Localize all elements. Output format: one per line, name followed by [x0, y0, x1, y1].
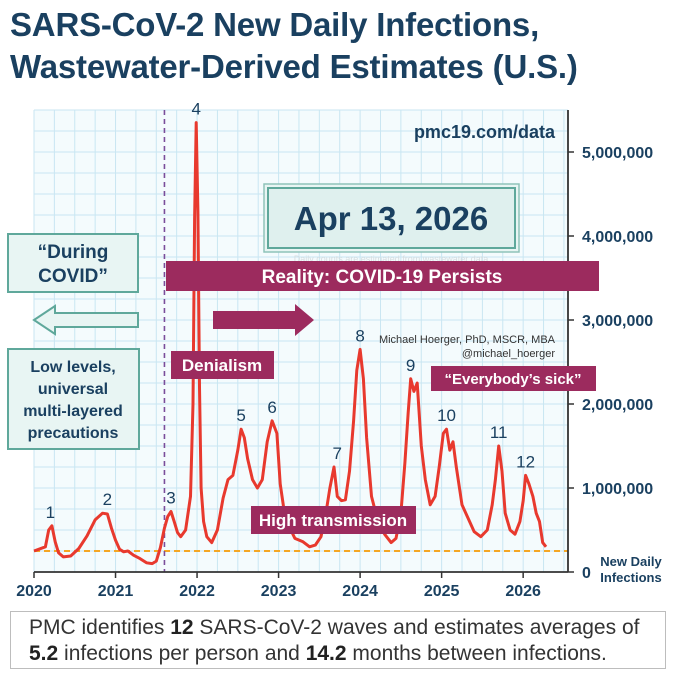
everybody-sick-tag — [431, 366, 596, 391]
x-tick-label: 2022 — [179, 583, 215, 600]
y-tick-label: 0 — [582, 565, 591, 582]
low-levels-line2: universal — [38, 381, 108, 398]
x-tick-label: 2023 — [261, 583, 297, 600]
peak-label: 2 — [103, 490, 112, 509]
author-name: Michael Hoerger, PhD, MSCR, MBA — [379, 334, 556, 346]
denialism-text: Denialism — [182, 356, 262, 375]
chart-title: SARS-CoV-2 New Daily Infections, Wastewa… — [10, 4, 680, 88]
footer-waves: 12 — [170, 616, 194, 639]
high-transmission-tag — [251, 506, 416, 534]
footer-text-2: SARS-CoV-2 waves and estimates averages … — [193, 616, 640, 639]
right-arrow-icon — [213, 304, 314, 336]
during-covid-line2: COVID” — [38, 266, 108, 287]
low-levels-line4: precautions — [28, 425, 119, 442]
left-arrow-icon — [32, 304, 139, 336]
y-tick-label: 4,000,000 — [582, 229, 653, 246]
y-axis-label-line2: Infections — [600, 570, 661, 585]
low-levels-line3: multi-layered — [23, 403, 123, 420]
during-covid-line1: “During — [38, 242, 109, 263]
title-line-1: SARS-CoV-2 New Daily Infections, — [10, 6, 540, 43]
y-tick-label: 1,000,000 — [582, 481, 653, 498]
y-tick-label: 2,000,000 — [582, 397, 653, 414]
peak-label: 9 — [406, 356, 415, 375]
peak-label: 6 — [267, 398, 276, 417]
date-text: Apr 13, 2026 — [294, 200, 488, 237]
denialism-tag — [171, 351, 274, 379]
y-tick-label: 5,000,000 — [582, 145, 653, 162]
high-transmission-text: High transmission — [259, 511, 407, 530]
footer-months: 14.2 — [305, 642, 347, 665]
date-box: Apr 13, 2026 — [263, 183, 520, 253]
x-tick-label: 2026 — [505, 583, 541, 600]
faint-note: Daily counts are estimated from wastewat… — [294, 254, 489, 264]
footer-infections: 5.2 — [29, 642, 59, 665]
x-tick-label: 2024 — [342, 583, 378, 600]
peak-label: 5 — [236, 406, 245, 425]
during-covid-box: “During COVID” — [7, 233, 139, 293]
peak-label: 10 — [437, 406, 456, 425]
x-axis-ticks: 2020 2021 2022 2023 2024 2025 2026 — [16, 572, 541, 600]
y-axis-label-line1: New Daily — [600, 554, 662, 569]
peak-label: 4 — [192, 100, 201, 119]
low-levels-line1: Low levels, — [30, 359, 115, 376]
reality-banner — [166, 261, 599, 291]
footer-text-1: PMC identifies — [29, 616, 171, 639]
peak-label: 7 — [333, 444, 342, 463]
y-tick-label: 3,000,000 — [582, 313, 653, 330]
footer-text-3: infections per person and — [58, 642, 306, 665]
peak-label: 11 — [490, 423, 508, 442]
x-tick-label: 2021 — [98, 583, 134, 600]
peak-label: 3 — [166, 489, 175, 508]
axes — [34, 110, 569, 573]
low-levels-box: Low levels, universal multi-layered prec… — [7, 348, 140, 450]
author-handle: @michael_hoerger — [462, 348, 555, 360]
y-axis-ticks: 0 1,000,000 2,000,000 3,000,000 4,000,000 5,0… — [568, 145, 653, 582]
footer-text-4: months between infections. — [346, 642, 607, 665]
source-label: pmc19.com/data — [414, 122, 556, 142]
peak-label: 1 — [46, 503, 55, 522]
peak-label: 8 — [355, 326, 364, 345]
x-tick-label: 2025 — [424, 583, 460, 600]
x-tick-label: 2020 — [16, 583, 52, 600]
everybody-sick-text: “Everybody’s sick” — [444, 371, 581, 388]
footer-summary: PMC identifies 12 SARS-CoV-2 waves and e… — [10, 611, 666, 669]
series-line-infections — [33, 121, 548, 566]
reality-banner-text: Reality: COVID-19 Persists — [262, 267, 503, 288]
title-line-2: Wastewater-Derived Estimates (U.S.) — [10, 48, 578, 85]
peak-label: 12 — [516, 452, 535, 471]
